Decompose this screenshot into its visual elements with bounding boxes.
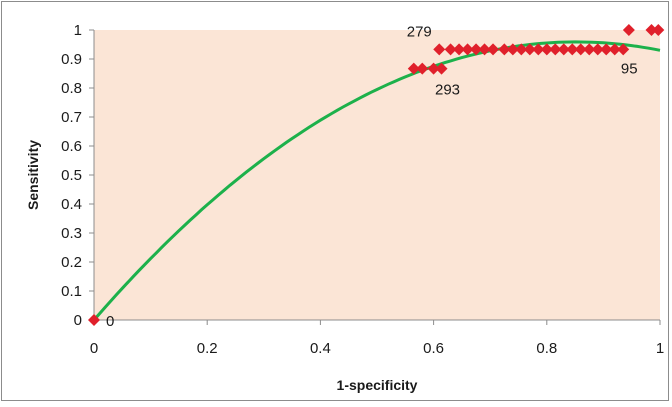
data-point-marker	[540, 43, 553, 56]
point-annotation-label: 279	[407, 23, 432, 40]
data-point-marker	[435, 62, 448, 75]
trendline	[92, 40, 661, 321]
y-tick-label: 1	[74, 22, 82, 39]
point-annotation-label: 0	[106, 313, 114, 330]
x-axis-ticks: 0 0.2 0.4 0.6 0.8 1	[90, 320, 664, 357]
point-annotations: 0 279 293 95	[106, 23, 638, 330]
data-point-marker	[88, 314, 100, 326]
data-point-marker	[461, 43, 474, 56]
data-point-marker	[652, 24, 665, 36]
data-point-marker	[453, 43, 466, 56]
y-tick-label: 0.3	[61, 225, 82, 242]
data-point-marker	[487, 43, 500, 56]
x-tick-label: 0.8	[536, 340, 557, 357]
y-tick-label: 0.6	[61, 138, 82, 155]
data-point-marker	[407, 62, 420, 75]
x-tick-label: 0.4	[310, 340, 331, 357]
data-point-marker	[591, 43, 604, 56]
data-point-marker	[549, 43, 562, 56]
x-tick-label: 0.6	[423, 340, 444, 357]
data-point-marker	[557, 43, 570, 56]
data-point-marker	[574, 43, 587, 56]
data-point-marker	[566, 43, 579, 56]
x-tick-label: 1	[656, 340, 664, 357]
x-axis-title: 1-specificity	[337, 377, 418, 393]
y-tick-label: 0.9	[61, 51, 82, 68]
data-point-marker	[515, 43, 528, 56]
y-tick-label: 0.2	[61, 254, 82, 271]
y-tick-label: 0.8	[61, 80, 82, 97]
data-point-marker	[498, 43, 511, 56]
data-points	[88, 24, 665, 326]
y-tick-label: 0	[74, 312, 82, 329]
data-point-marker	[506, 43, 519, 56]
data-point-marker	[617, 43, 630, 56]
data-point-marker	[532, 43, 545, 56]
data-point-marker	[444, 43, 457, 56]
data-point-marker	[470, 43, 483, 56]
y-tick-label: 0.5	[61, 167, 82, 184]
x-tick-label: 0	[90, 340, 98, 357]
y-tick-label: 0.1	[61, 283, 82, 300]
data-point-marker	[427, 62, 440, 75]
data-point-marker	[433, 43, 446, 56]
data-point-marker	[622, 24, 635, 36]
data-point-marker	[478, 43, 491, 56]
point-annotation-label: 293	[435, 82, 460, 99]
data-point-marker	[583, 43, 596, 56]
plot-area-background	[94, 30, 660, 320]
chart-frame: 0 0.1 0.2 0.3 0.4 0.5 0.6 0.7 0.8 0.9 1 0 0.2 0.4 0.6…	[1, 1, 669, 401]
data-point-marker	[523, 43, 536, 56]
data-point-marker	[600, 43, 613, 56]
point-annotation-label: 95	[621, 60, 638, 77]
y-axis-ticks: 0 0.1 0.2 0.3 0.4 0.5 0.6 0.7 0.8 0.9 1	[61, 22, 94, 329]
data-point-marker	[416, 62, 429, 75]
y-axis-title: Sensitivity	[25, 140, 41, 210]
y-tick-label: 0.4	[61, 196, 82, 213]
x-tick-label: 0.2	[197, 340, 218, 357]
data-point-marker	[645, 24, 658, 36]
roc-scatter-chart: 0 0.1 0.2 0.3 0.4 0.5 0.6 0.7 0.8 0.9 1 0 0.2 0.4 0.6…	[25, 22, 665, 393]
data-point-marker	[608, 43, 621, 56]
y-tick-label: 0.7	[61, 109, 82, 126]
